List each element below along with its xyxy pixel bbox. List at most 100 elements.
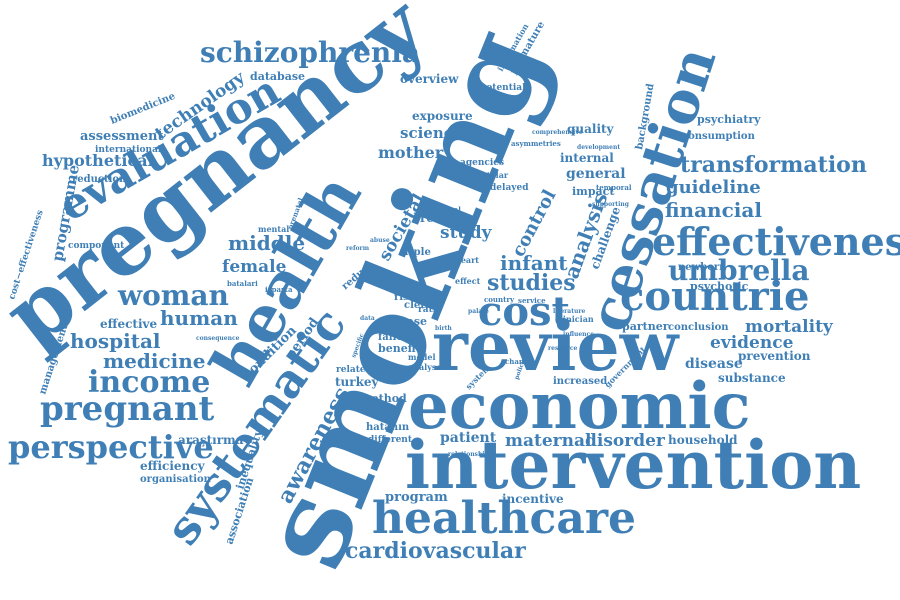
word-newborn: newborn <box>678 262 727 273</box>
word-service: service <box>518 296 546 305</box>
word-literature: literature <box>553 308 585 315</box>
word-efficiency: efficiency <box>140 459 206 473</box>
word-household: household <box>668 433 738 447</box>
word-review: review <box>432 307 680 387</box>
word-intervention: intervention <box>405 426 861 504</box>
word-transformation: transformation <box>680 152 867 178</box>
word-assessment: assessment <box>80 129 163 144</box>
word-international: international <box>95 145 162 155</box>
word-influence: influence <box>563 331 594 338</box>
word-mother: mother <box>378 143 444 162</box>
word-disease: disease <box>685 356 743 372</box>
word-model: model <box>408 352 436 362</box>
word-supporting: supporting <box>592 201 630 208</box>
word-change: change <box>505 357 534 366</box>
word-case: case <box>400 315 427 328</box>
word-studies: studies <box>487 270 576 296</box>
word-overview: overview <box>400 72 459 86</box>
word-risk: risk <box>394 292 417 303</box>
word-incentive: incentive <box>502 492 564 506</box>
word-reduction: reduction <box>72 174 127 185</box>
word-development: development <box>577 144 620 151</box>
word-patient: patient <box>440 430 497 446</box>
word-country: country <box>484 295 515 304</box>
word-batalari: batalari <box>227 279 258 288</box>
word-temporal: temporal <box>596 183 632 192</box>
word-substance: substance <box>718 371 786 385</box>
word-asymmetries: asymmetries <box>511 139 561 148</box>
word-triple: triple <box>400 247 431 258</box>
word-consequence: consequence <box>196 335 240 342</box>
word-cleft: cleft <box>404 300 430 311</box>
word-mortality: mortality <box>745 317 834 337</box>
word-cost: cost <box>478 288 571 335</box>
word-study: study <box>440 223 493 243</box>
word-hatanin: hatanın <box>366 422 410 433</box>
word-palate: palate <box>468 308 489 315</box>
word-evidence: evidence <box>710 333 794 353</box>
word-middle: middle <box>228 231 305 255</box>
word-batalar: batalar <box>476 170 509 180</box>
word-pregnant: pregnant <box>40 389 215 429</box>
word-economic: economic <box>408 369 751 444</box>
word-result: result <box>420 211 460 225</box>
word-analyse: analyse <box>408 362 441 372</box>
word-component: component <box>68 241 125 251</box>
word-consumption: consumption <box>682 131 756 142</box>
word-database: database <box>250 70 305 83</box>
word-hospital: hospital <box>70 329 161 353</box>
word-effective: effective <box>100 317 158 331</box>
word-human: human <box>160 306 238 330</box>
word-resource: resource <box>548 345 578 352</box>
word-infant: infant <box>500 251 568 275</box>
word-healthcare: healthcare <box>372 493 636 544</box>
word-organisation: organisation <box>140 474 212 485</box>
word-relationship: relationship <box>448 451 489 458</box>
word-increased: increased <box>553 376 607 387</box>
word-medicine: medicine <box>103 349 206 373</box>
word-maternal: maternal <box>505 431 592 451</box>
word-failure: failure <box>378 332 415 343</box>
word-mental: mental <box>258 224 289 234</box>
word-method: method <box>360 392 407 405</box>
word-quality: quality <box>567 122 615 136</box>
word-guideline: guideline <box>666 177 761 198</box>
word-benefit: benefit <box>378 342 422 355</box>
word-woman: woman <box>117 279 229 312</box>
word-abuse: abuse <box>370 237 390 244</box>
word-disorder: disorder <box>585 431 666 451</box>
word-delayed: delayed <box>490 183 529 193</box>
word-science: science <box>400 124 462 142</box>
word-agencies: agencies <box>460 158 504 168</box>
word-clinician: clinician <box>555 314 594 324</box>
word-potential: potential <box>480 83 526 93</box>
word-different: different <box>368 435 413 445</box>
word-prevention: prevention <box>738 349 811 363</box>
word-related: related <box>336 365 373 375</box>
word-cardiovascular: cardiovascular <box>345 538 526 564</box>
word-arastirma: araştırma <box>178 433 244 447</box>
word-female: female <box>222 257 287 277</box>
word-exposure: exposure <box>412 109 473 123</box>
word-turkey: turkey <box>335 375 380 389</box>
word-program: program <box>385 490 448 505</box>
word-data: data <box>360 315 375 322</box>
word-conclusion: conclusion <box>668 322 729 333</box>
word-income: income <box>88 365 210 400</box>
word-heart: heart <box>455 255 479 265</box>
word-effectiveness: effectiveness <box>652 219 900 264</box>
word-reform: reform <box>346 245 370 252</box>
word-medical: medical <box>430 205 461 214</box>
word-birth: birth <box>435 325 452 332</box>
word-general: general <box>566 166 626 182</box>
word-effect: effect <box>455 276 481 286</box>
word-psychiatry: psychiatry <box>697 113 761 126</box>
word-impact: impact <box>572 185 615 198</box>
word-financial: financial <box>665 198 762 222</box>
word-umbrella: umbrella <box>668 254 810 287</box>
word-partner: partner <box>622 320 669 333</box>
word-countrie: countrie <box>620 273 809 320</box>
word-schizophrenia: schizophrenia <box>200 36 420 69</box>
